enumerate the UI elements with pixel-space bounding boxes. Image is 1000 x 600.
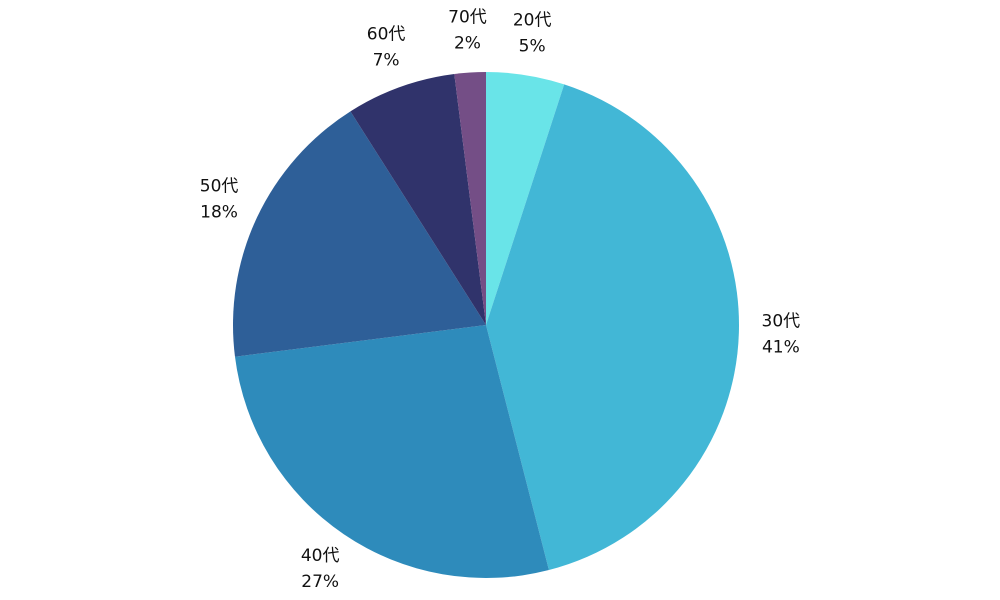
slice-category-label: 30代 xyxy=(762,311,801,331)
pie-slice xyxy=(486,72,565,325)
pie-slice xyxy=(486,84,739,571)
slice-value-label: 5% xyxy=(519,37,546,57)
pie-slice xyxy=(233,111,486,357)
slice-value-label: 27% xyxy=(301,572,339,592)
slice-value-label: 2% xyxy=(454,34,481,54)
pie-slice xyxy=(350,73,486,325)
slice-category-label: 50代 xyxy=(200,176,239,196)
slice-value-label: 18% xyxy=(200,202,238,222)
slice-category-label: 40代 xyxy=(301,546,340,566)
pie-slice xyxy=(454,72,486,325)
slice-value-label: 7% xyxy=(373,50,400,70)
slice-category-label: 70代 xyxy=(448,8,487,28)
slice-category-label: 20代 xyxy=(513,11,552,31)
slice-category-label: 60代 xyxy=(367,24,406,44)
pie-slice xyxy=(234,325,549,578)
slice-value-label: 41% xyxy=(762,337,800,357)
